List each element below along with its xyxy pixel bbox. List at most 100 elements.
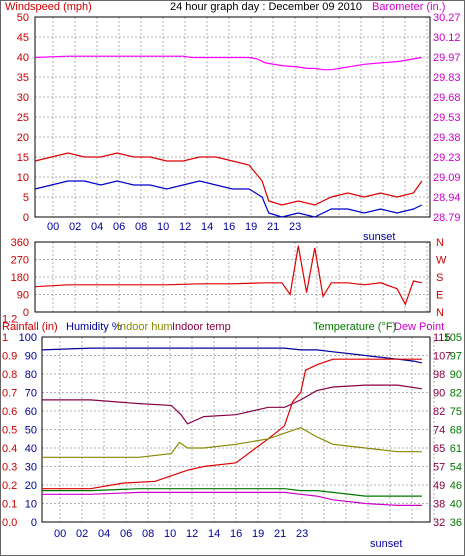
dewpoint-label: Dew Point (394, 321, 444, 333)
compass-label: S (436, 272, 443, 284)
sunset-label: sunset (363, 231, 395, 243)
rain-tick-label: 0.4 (2, 443, 17, 455)
series-line-0 (34, 55, 422, 71)
right-tick-label: 28.79 (433, 212, 461, 224)
temp-outer-tick: 90 (450, 369, 462, 381)
compass-label: W (436, 255, 447, 267)
x-tick-label: 08 (135, 221, 147, 233)
temp-outer-tick: 75 (450, 406, 462, 418)
x-tick-label: 06 (113, 221, 125, 233)
x-tick-label: 02 (76, 528, 88, 540)
direction-tick-label: 0 (23, 307, 29, 319)
left-tick-label: 0 (23, 212, 29, 224)
x-tick-label: 02 (69, 221, 81, 233)
temp-outer-tick: 68 (450, 425, 462, 437)
x-tick-label: 14 (208, 528, 220, 540)
x-tick-label: 12 (186, 528, 198, 540)
rain-tick-label: 0.5 (2, 425, 17, 437)
rain-tick-label: 0.0 (2, 517, 17, 529)
series-line-1 (34, 152, 423, 206)
x-tick-label: 21 (267, 221, 279, 233)
left-tick-label: 40 (17, 52, 29, 64)
right-tick-label: 29.68 (433, 92, 461, 104)
right-tick-label: 29.97 (433, 52, 461, 64)
direction-line-0 (34, 245, 422, 306)
x-tick-label: 16 (230, 528, 242, 540)
x-tick-label: 04 (98, 528, 110, 540)
direction-tick-label: 90 (17, 290, 29, 302)
x-tick-label: 14 (201, 221, 213, 233)
right-tick-label: 29.23 (433, 152, 461, 164)
temp-outer-tick: 105 (444, 332, 462, 344)
humidity-tick-label: 10 (25, 499, 37, 511)
panel2-frame (34, 241, 431, 313)
humidity-tick-label: 50 (25, 425, 37, 437)
x-tick-label: 19 (252, 528, 264, 540)
rain-tick-label: 0.9 (2, 351, 17, 363)
panel3-line-4 (42, 488, 422, 497)
temp-outer-tick: 97 (450, 351, 462, 363)
x-tick-label: 16 (223, 221, 235, 233)
right-tick-label: 30.27 (433, 12, 461, 24)
temp-right-tick: 38 (433, 499, 445, 511)
compass-label: N (436, 307, 444, 319)
right-tick-label: 29.38 (433, 132, 461, 144)
x-tick-label: 21 (274, 528, 286, 540)
rain-tick-label: 0.1 (2, 499, 17, 511)
panel1-frame (34, 16, 431, 218)
panel3-left-label: Humidity % (66, 321, 122, 333)
right-tick-label: 29.53 (433, 112, 461, 124)
compass-label: E (436, 290, 443, 302)
direction-tick-label: 180 (11, 272, 29, 284)
left-tick-label: 15 (17, 152, 29, 164)
panel3-left-label: Rainfall (in) (2, 321, 58, 333)
left-tick-label: 20 (17, 132, 29, 144)
temp-right-tick: 49 (433, 480, 445, 492)
x-tick-label: 10 (164, 528, 176, 540)
left-tick-label: 25 (17, 112, 29, 124)
rain-tick-label: 0.2 (2, 480, 17, 492)
left-tick-label: 30 (17, 92, 29, 104)
rain-tick-label: 1.2 (2, 314, 17, 326)
left-tick-label: 5 (23, 192, 29, 204)
chart-title: 24 hour graph day : December 09 2010 (170, 1, 362, 13)
compass-label: N (436, 237, 444, 249)
panel3-line-3 (42, 426, 422, 458)
panel3-left-label: Indoor temp (172, 321, 231, 333)
panel3-line-2 (42, 358, 422, 490)
temp-right-tick: 65 (433, 443, 445, 455)
right-axis-label: Barometer (in.) (372, 1, 445, 13)
right-tick-label: 30.12 (433, 32, 461, 44)
left-tick-label: 50 (17, 12, 29, 24)
temp-outer-tick: 46 (450, 480, 462, 492)
direction-tick-label: 270 (11, 255, 29, 267)
x-tick-label: 00 (47, 221, 59, 233)
rain-tick-label: 0.6 (2, 406, 17, 418)
x-tick-label: 04 (91, 221, 103, 233)
left-tick-label: 35 (17, 72, 29, 84)
x-tick-label: 23 (296, 528, 308, 540)
x-tick-label: 00 (54, 528, 66, 540)
humidity-tick-label: 80 (25, 369, 37, 381)
temp-right-tick: 115 (433, 332, 451, 344)
left-tick-label: 10 (17, 172, 29, 184)
sunset-label: sunset (370, 538, 402, 550)
humidity-tick-label: 70 (25, 388, 37, 400)
temp-right-tick: 107 (433, 351, 451, 363)
left-axis-label: Windspeed (mph) (5, 1, 92, 13)
x-tick-label: 10 (157, 221, 169, 233)
x-tick-label: 23 (289, 221, 301, 233)
temp-outer-tick: 82 (450, 388, 462, 400)
humidity-tick-label: 0 (31, 517, 37, 529)
left-tick-label: 45 (17, 32, 29, 44)
x-tick-label: 19 (245, 221, 257, 233)
panel3-line-5 (42, 491, 422, 506)
x-tick-label: 08 (142, 528, 154, 540)
panel3-frame (41, 336, 431, 523)
temp-right-tick: 57 (433, 462, 445, 474)
rain-tick-label: 0.3 (2, 462, 17, 474)
x-tick-label: 06 (120, 528, 132, 540)
temp-outer-tick: 40 (450, 499, 462, 511)
humidity-tick-label: 20 (25, 480, 37, 492)
